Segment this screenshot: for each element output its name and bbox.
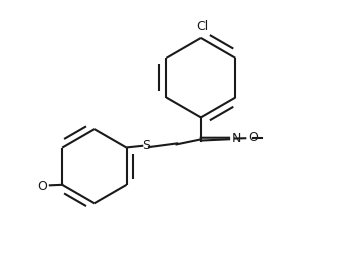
Text: S: S: [142, 139, 150, 152]
Text: N: N: [232, 132, 241, 145]
Text: Cl: Cl: [196, 20, 208, 33]
Text: O: O: [249, 132, 258, 144]
Text: O: O: [37, 180, 47, 192]
